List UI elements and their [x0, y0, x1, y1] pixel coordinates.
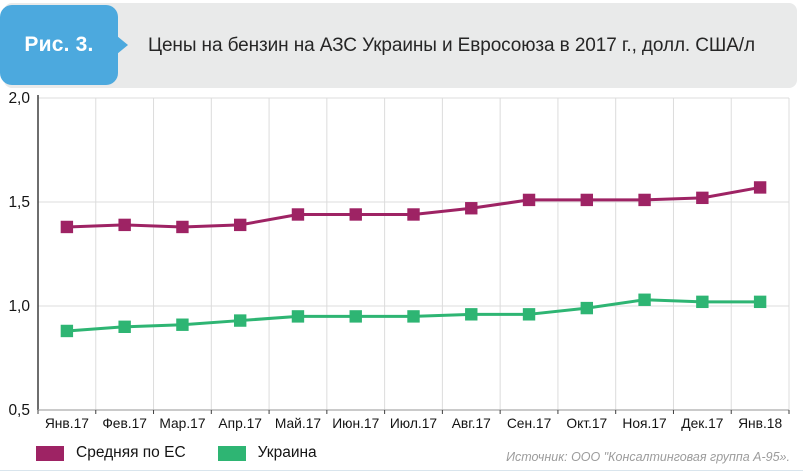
figure-title: Цены на бензин на АЗС Украины и Евросоюз… — [148, 34, 755, 56]
series-ukraine-marker — [522, 308, 536, 321]
legend-item-eu: Средняя по ЕС — [36, 444, 186, 462]
series-eu-marker — [60, 220, 74, 234]
y-tick-label: 2,0 — [8, 90, 30, 107]
source-note: Источник: ООО "Консалтинговая группа А-9… — [506, 450, 790, 464]
x-tick-label: Янв.18 — [738, 416, 782, 431]
x-tick-label: Апр.17 — [218, 416, 262, 431]
badge-arrow-icon — [117, 36, 128, 54]
series-eu-marker — [349, 208, 362, 221]
series-eu-marker — [638, 193, 651, 207]
x-tick-label: Июл.17 — [390, 416, 437, 431]
series-eu-marker — [522, 193, 536, 207]
legend-item-ukraine: Украина — [217, 444, 317, 462]
series-ukraine-marker — [60, 324, 74, 338]
x-tick-label: Янв.17 — [45, 416, 89, 431]
x-tick-label: Ноя.17 — [622, 416, 666, 431]
series-eu-marker — [696, 191, 709, 205]
y-tick-label: 0,5 — [8, 402, 30, 419]
series-eu-marker — [580, 193, 594, 207]
bottom-divider — [0, 470, 803, 471]
series-eu-marker — [233, 218, 247, 232]
x-tick-label: Май.17 — [275, 416, 321, 431]
x-tick-label: Авг.17 — [452, 416, 491, 431]
series-eu-marker — [176, 220, 189, 234]
chart-legend: Средняя по ЕС Украина — [36, 444, 317, 462]
x-tick-label: Июн.17 — [332, 416, 379, 431]
x-tick-label: Фев.17 — [102, 416, 147, 431]
x-tick-label: Окт.17 — [566, 416, 607, 431]
series-ukraine-marker — [233, 314, 247, 327]
series-ukraine-marker — [407, 310, 420, 323]
series-eu-line — [65, 185, 762, 229]
series-ukraine-marker — [465, 308, 478, 321]
series-ukraine-marker — [638, 293, 651, 306]
x-tick-label: Мар.17 — [159, 416, 205, 431]
line-chart: 2,0 1,5 1,0 0,5 Янв.17 Фев.17 Мар.17 Апр.17 Май.… — [8, 90, 790, 431]
series-eu-marker — [118, 218, 131, 232]
figure-number-badge: Рис. 3. — [0, 5, 128, 85]
legend-swatch-eu — [36, 445, 64, 461]
y-tick-label: 1,5 — [8, 194, 30, 211]
series-eu-marker — [753, 181, 767, 194]
legend-swatch-ukraine — [217, 445, 246, 461]
series-ukraine-marker — [580, 301, 594, 315]
series-ukraine-marker — [176, 318, 189, 331]
x-tick-label: Дек.17 — [681, 416, 723, 431]
figure-header — [4, 3, 797, 88]
series-ukraine-marker — [753, 295, 767, 309]
y-tick-label: 1,0 — [8, 298, 30, 315]
x-tick-label: Сен.17 — [507, 416, 551, 431]
series-ukraine-marker — [349, 310, 362, 323]
legend-label-eu: Средняя по ЕС — [76, 444, 186, 461]
series-ukraine-marker — [696, 295, 709, 309]
series-eu-marker — [407, 208, 420, 221]
legend-label-ukraine: Украина — [257, 444, 317, 461]
figure-number-label: Рис. 3. — [24, 33, 94, 56]
series-ukraine-marker — [118, 320, 131, 333]
series-eu-marker — [465, 202, 478, 215]
series-eu-marker — [291, 208, 305, 221]
series-ukraine-marker — [291, 310, 305, 323]
